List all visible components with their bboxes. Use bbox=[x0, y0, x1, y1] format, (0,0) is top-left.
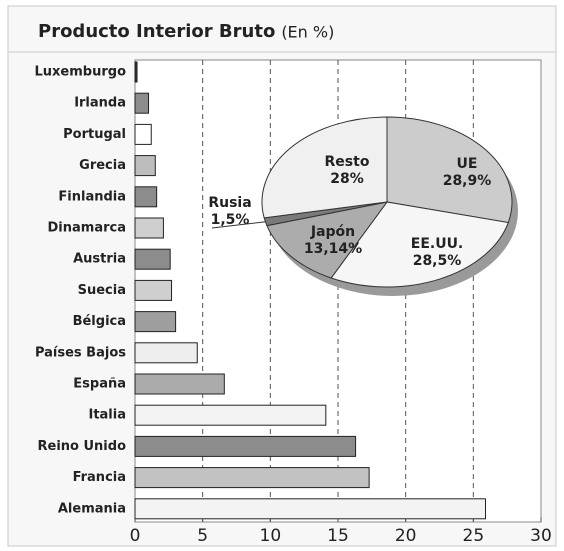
bar bbox=[134, 311, 177, 333]
bar bbox=[134, 279, 173, 301]
y-tick-label: Grecia bbox=[79, 158, 126, 173]
x-tick-label: 0 bbox=[130, 526, 141, 546]
x-tick-label: 5 bbox=[197, 526, 208, 546]
bar bbox=[134, 435, 357, 457]
y-tick-label: Finlandia bbox=[58, 189, 126, 204]
y-tick-label: Dinamarca bbox=[48, 221, 126, 236]
chart-title: Producto Interior Bruto bbox=[38, 21, 275, 42]
slice-value: 28,5% bbox=[413, 253, 462, 269]
slice-label: Japón bbox=[310, 224, 355, 240]
bar bbox=[134, 186, 158, 208]
bar bbox=[134, 467, 370, 489]
y-tick-label: España bbox=[73, 377, 126, 392]
bar bbox=[134, 404, 327, 426]
y-tick-label: Irlanda bbox=[74, 96, 126, 111]
x-tick-label: 10 bbox=[260, 526, 282, 546]
pie-slice bbox=[386, 116, 513, 224]
x-tick-label: 20 bbox=[395, 526, 417, 546]
y-tick-label: Bélgica bbox=[73, 314, 126, 329]
x-tick-label: 30 bbox=[530, 526, 552, 546]
bar bbox=[134, 248, 171, 270]
y-tick-label: Suecia bbox=[78, 283, 126, 298]
y-tick-label: Austria bbox=[73, 252, 126, 267]
slice-value: 28% bbox=[330, 171, 364, 187]
slice-label: EE.UU. bbox=[411, 236, 464, 252]
bar bbox=[134, 373, 225, 395]
bar bbox=[134, 123, 152, 145]
slice-label: UE bbox=[457, 156, 478, 172]
chart-subtitle: (En %) bbox=[281, 23, 334, 42]
pie-slice bbox=[330, 201, 509, 288]
slice-value: 13,14% bbox=[304, 241, 362, 257]
bar bbox=[134, 155, 156, 177]
slice-label: Rusia bbox=[208, 195, 251, 211]
bar bbox=[134, 217, 164, 239]
bar bbox=[134, 342, 198, 364]
bar bbox=[134, 61, 138, 83]
slice-value: 28,9% bbox=[443, 173, 492, 189]
bar bbox=[134, 498, 487, 520]
leader-line bbox=[211, 221, 266, 229]
y-tick-label: Francia bbox=[73, 470, 126, 485]
y-tick-label: Luxemburgo bbox=[35, 65, 127, 80]
y-tick-label: Italia bbox=[88, 408, 126, 423]
slice-value: 1,5% bbox=[211, 212, 250, 228]
y-tick-label: Reino Unido bbox=[38, 439, 127, 454]
bar bbox=[134, 92, 150, 114]
pie-slice bbox=[261, 116, 388, 219]
y-tick-label: Países Bajos bbox=[35, 345, 126, 360]
y-tick-label: Alemania bbox=[58, 501, 126, 516]
slice-label: Resto bbox=[325, 154, 370, 170]
pie-slice bbox=[266, 201, 389, 279]
y-tick-label: Portugal bbox=[63, 127, 126, 142]
x-tick-label: 15 bbox=[327, 526, 349, 546]
x-tick-label: 25 bbox=[463, 526, 485, 546]
